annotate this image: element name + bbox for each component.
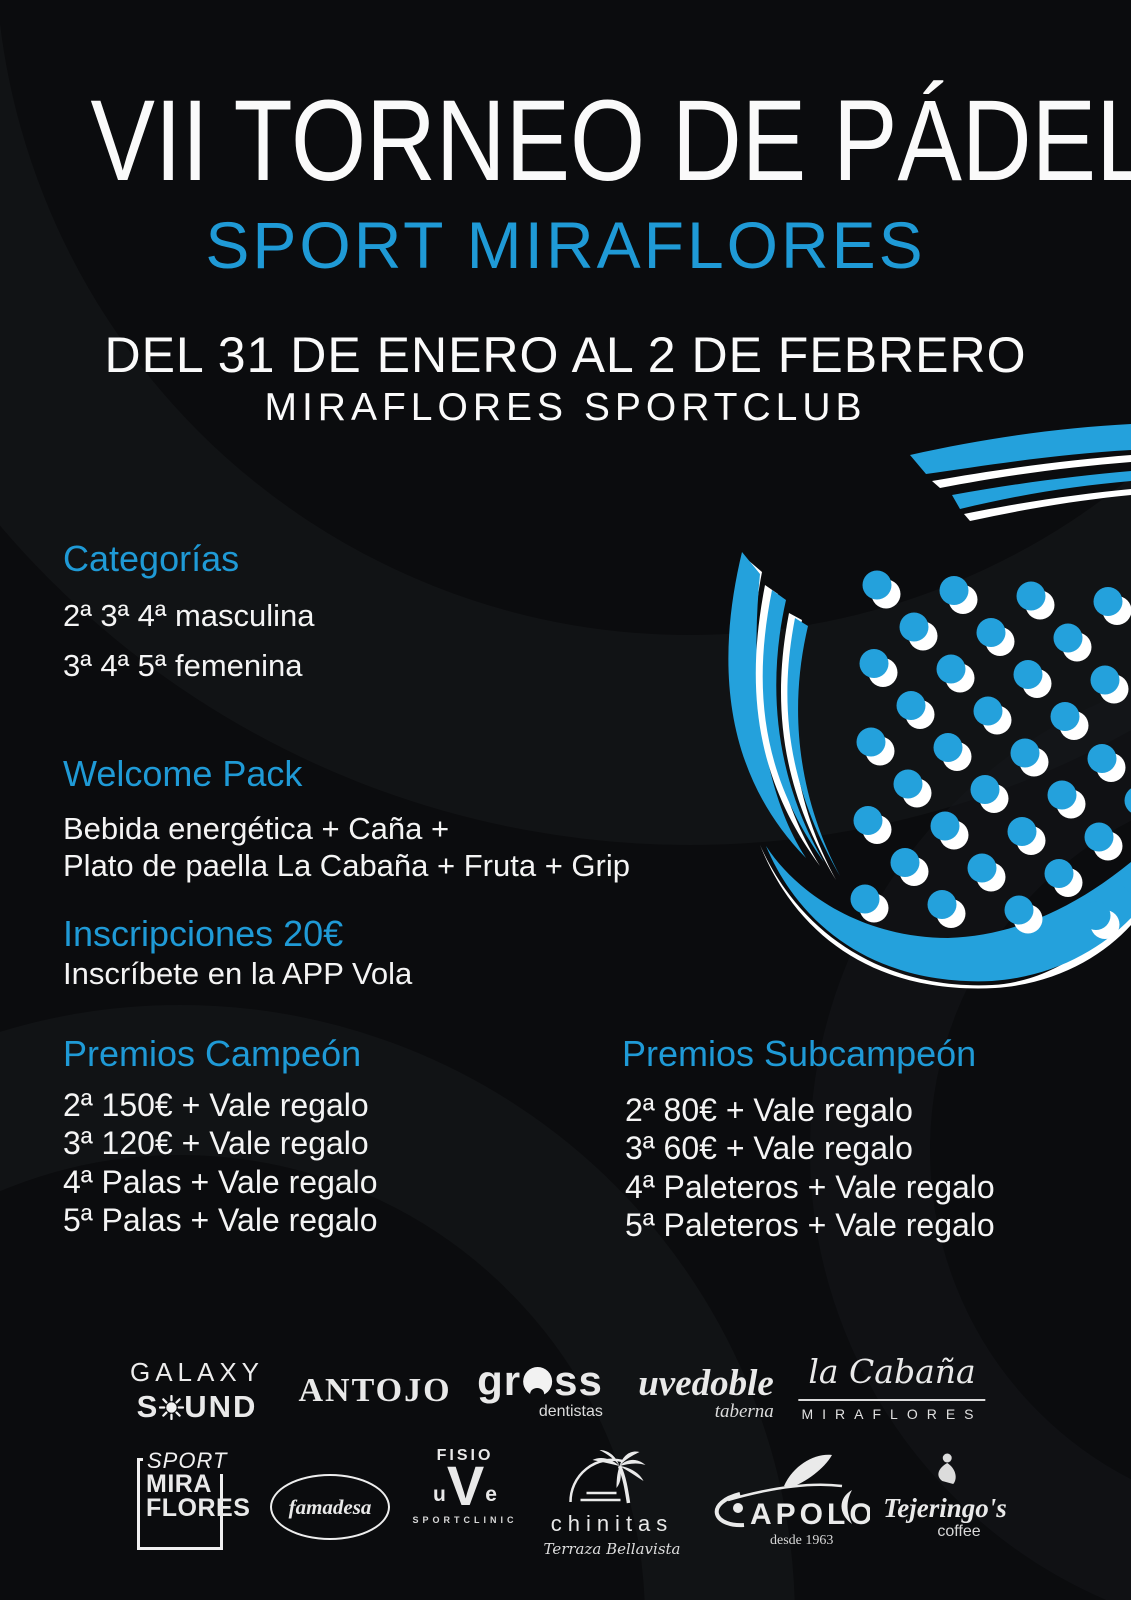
famadesa-oval: famadesa <box>270 1474 390 1540</box>
sponsor-logo-chinitas: chinitas Terraza Bellavista <box>544 1450 681 1558</box>
categories-female: 3ª 4ª 5ª femenina <box>63 648 303 683</box>
gross-wordmark: gr ss <box>477 1357 603 1405</box>
champion-prize-item: 5ª Palas + Vale regalo <box>63 1202 378 1238</box>
registration-line: Inscríbete en la APP Vola <box>63 956 413 991</box>
la-cabana-sublabel: MIRAFLORES <box>801 1406 983 1422</box>
sponsor-logo-la-cabana: la Cabaña MIRAFLORES <box>798 1352 986 1422</box>
famadesa-wordmark: famadesa <box>288 1494 372 1519</box>
sponsor-logo-uvedoble: uvedoble taberna <box>638 1362 774 1423</box>
apolo-fish-icon: APOLO desde 1963 <box>714 1454 873 1548</box>
gross-sublabel: dentistas <box>538 1403 603 1420</box>
sponsor-logo-tejeringos: Tejeringo's coffee <box>883 1452 1007 1541</box>
runnerup-prize-item: 5ª Paleteros + Vale regalo <box>625 1207 995 1243</box>
fisio-uve-mid: u V e <box>412 1454 517 1517</box>
tejeringos-figure-icon <box>928 1452 962 1493</box>
sponsor-logo-sport-miraflores: SPORT MIRA FLORES <box>137 1448 251 1550</box>
galaxy-sound-und: UND <box>184 1389 258 1424</box>
apolo-sublabel: desde 1963 <box>770 1533 833 1548</box>
event-venue: MIRAFLORES SPORTCLUB <box>264 386 867 429</box>
welcome-pack-heading: Welcome Pack <box>63 753 303 794</box>
runnerup-prize-item: 4ª Paleteros + Vale regalo <box>625 1169 995 1205</box>
champion-prizes-heading: Premios Campeón <box>63 1033 362 1074</box>
runnerup-prize-item: 3ª 60€ + Vale regalo <box>625 1130 913 1166</box>
welcome-pack-line2: Plato de paella La Cabaña + Fruta + Grip <box>63 848 630 883</box>
apolo-wordmark: APOLO <box>750 1498 870 1531</box>
sport-miraflores-top: SPORT <box>143 1448 232 1474</box>
page-title: VII TORNEO DE PÁDEL <box>90 77 1131 205</box>
champion-prize-item: 2ª 150€ + Vale regalo <box>63 1087 369 1123</box>
sport-miraflores-box: SPORT MIRA FLORES <box>137 1448 251 1550</box>
page-subtitle: SPORT MIRAFLORES <box>205 208 926 282</box>
sport-miraflores-flores: FLORES <box>146 1493 251 1522</box>
tooth-icon <box>523 1366 553 1400</box>
runnerup-prize-item: 2ª 80€ + Vale regalo <box>625 1092 913 1128</box>
padel-racket-graphic <box>728 424 1131 989</box>
sponsor-logo-fisio-uve: FISIO u V e SPORTCLINIC <box>412 1447 517 1525</box>
runnerup-prizes-heading: Premios Subcampeón <box>622 1033 977 1074</box>
la-cabana-script: la Cabaña <box>798 1352 986 1401</box>
sport-miraflores-stack: MIRA FLORES <box>140 1470 251 1522</box>
galaxy-sound-s: S <box>136 1389 160 1424</box>
uvedoble-wordmark: uvedoble <box>638 1363 774 1404</box>
gross-gr: gr <box>477 1357 522 1404</box>
sponsor-logo-antojo: ANTOJO <box>298 1372 452 1409</box>
fisio-uve-e: e <box>485 1482 497 1506</box>
categories-heading: Categorías <box>63 538 240 579</box>
galaxy-sound-line2: S UND <box>130 1389 264 1425</box>
gross-ss: ss <box>554 1357 603 1404</box>
tejeringos-wordmark: Tejeringo's <box>883 1493 1007 1523</box>
racket-string-holes <box>850 570 1131 939</box>
fisio-uve-top: FISIO <box>436 1447 494 1464</box>
sponsor-logo-apolo: APOLO desde 1963 <box>700 1448 873 1557</box>
champion-prize-item: 4ª Palas + Vale regalo <box>63 1164 378 1200</box>
sponsor-logo-galaxy-sound: GALAXY S UND <box>130 1357 264 1425</box>
welcome-pack-line1: Bebida energética + Caña + <box>63 811 450 846</box>
sport-miraflores-mira: MIRA <box>146 1470 212 1498</box>
sunburst-icon <box>159 1394 185 1420</box>
event-dates: DEL 31 DE ENERO AL 2 DE FEBRERO <box>104 327 1027 383</box>
chinitas-sublabel: Terraza Bellavista <box>543 1540 681 1558</box>
fisio-uve-sublabel: SPORTCLINIC <box>412 1514 518 1525</box>
champion-prize-item: 3ª 120€ + Vale regalo <box>63 1125 369 1161</box>
palm-tree-icon <box>564 1450 660 1509</box>
galaxy-sound-line1: GALAXY <box>129 1357 265 1387</box>
fisio-uve-u: u <box>433 1482 446 1506</box>
categories-male: 2ª 3ª 4ª masculina <box>63 598 315 633</box>
sponsor-logo-famadesa: famadesa <box>270 1474 390 1540</box>
chinitas-wordmark: chinitas <box>550 1511 674 1536</box>
registration-heading: Inscripciones 20€ <box>63 913 344 954</box>
tejeringos-sublabel: coffee <box>937 1523 981 1540</box>
fisio-uve-v: V <box>446 1454 485 1517</box>
uvedoble-sublabel: taberna <box>714 1401 774 1422</box>
sponsor-logo-gross-dentistas: gr ss dentistas <box>477 1357 603 1421</box>
